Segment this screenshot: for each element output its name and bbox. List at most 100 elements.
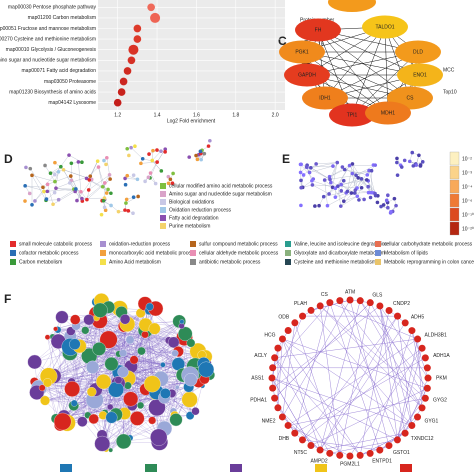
node xyxy=(30,203,34,207)
node xyxy=(69,161,74,166)
node-label: PDHA1 xyxy=(250,398,267,404)
node xyxy=(401,319,409,327)
legend-swatch xyxy=(100,250,106,256)
edge xyxy=(287,425,351,457)
node xyxy=(151,148,155,153)
node xyxy=(166,181,171,186)
node xyxy=(116,209,121,214)
node xyxy=(342,199,346,204)
edge xyxy=(75,319,124,354)
node-label: PLAH xyxy=(294,301,307,307)
node xyxy=(418,164,423,168)
edge xyxy=(337,186,341,207)
edge xyxy=(310,167,331,180)
node xyxy=(299,185,303,190)
node xyxy=(43,163,47,168)
node xyxy=(354,173,358,178)
node xyxy=(169,413,183,427)
node xyxy=(336,184,340,188)
node xyxy=(88,413,99,425)
node-label: DHB xyxy=(279,436,290,442)
node xyxy=(386,193,390,198)
node xyxy=(181,391,198,408)
node xyxy=(103,181,107,185)
edge xyxy=(118,353,184,376)
edge xyxy=(340,196,358,207)
node xyxy=(278,335,286,343)
node xyxy=(104,191,109,195)
edge xyxy=(302,180,312,188)
legend-label: sulfur compound metabolic process xyxy=(199,241,278,247)
legend-swatch xyxy=(100,241,106,247)
edge xyxy=(316,162,338,165)
node xyxy=(362,15,408,39)
legend-label: cellular carbohydrate metabolic process xyxy=(384,241,473,247)
legend-label: antibiotic metabolic process xyxy=(199,259,261,265)
node xyxy=(75,198,79,203)
node xyxy=(123,208,127,212)
node-label: PGM2L1 xyxy=(340,461,360,467)
node xyxy=(195,157,200,162)
node xyxy=(291,319,299,327)
node xyxy=(67,153,71,157)
node xyxy=(51,202,55,207)
node xyxy=(350,162,355,166)
edge xyxy=(294,357,426,434)
node xyxy=(408,159,412,164)
node xyxy=(410,150,415,155)
edge xyxy=(319,316,398,451)
node xyxy=(327,192,331,196)
edge xyxy=(294,322,340,456)
node xyxy=(148,416,157,425)
edge xyxy=(303,163,317,176)
node xyxy=(317,203,321,208)
node xyxy=(45,182,50,187)
legend-swatch xyxy=(60,464,72,472)
node xyxy=(170,181,175,185)
edge xyxy=(320,305,423,409)
edge xyxy=(358,177,372,193)
node xyxy=(298,436,306,444)
node xyxy=(163,150,167,154)
node xyxy=(116,433,132,450)
node xyxy=(325,203,330,208)
node xyxy=(199,157,203,162)
node-label: TXNDC12 xyxy=(411,436,434,442)
node xyxy=(339,189,344,193)
edge xyxy=(30,168,44,188)
edge xyxy=(96,313,174,343)
node-label: NT5C xyxy=(294,450,307,456)
edge xyxy=(81,197,105,199)
node xyxy=(408,422,416,430)
node xyxy=(45,189,50,194)
node xyxy=(52,172,57,177)
node xyxy=(331,164,335,168)
legend-label: Glyoxylate and dicarboxylate metabolism xyxy=(294,250,385,256)
edge xyxy=(42,187,47,200)
node xyxy=(147,152,151,156)
x-tick-label: 1.2 xyxy=(114,112,121,118)
node-label: GYG1 xyxy=(424,418,438,424)
node xyxy=(364,178,369,182)
node-label: CS xyxy=(407,95,415,101)
node xyxy=(101,198,106,203)
edge xyxy=(47,175,71,185)
edge xyxy=(282,338,428,389)
node xyxy=(28,166,33,171)
networks xyxy=(23,138,432,472)
node xyxy=(96,165,101,169)
node xyxy=(399,165,404,169)
node xyxy=(345,189,350,194)
node xyxy=(395,40,441,64)
node xyxy=(102,205,107,210)
edge xyxy=(356,165,376,176)
node xyxy=(104,356,119,371)
node xyxy=(53,326,59,332)
edge xyxy=(274,357,361,456)
node xyxy=(123,391,139,407)
edge xyxy=(324,180,328,206)
node xyxy=(187,155,192,159)
edge xyxy=(38,387,159,438)
node xyxy=(424,374,432,382)
node xyxy=(349,191,354,195)
